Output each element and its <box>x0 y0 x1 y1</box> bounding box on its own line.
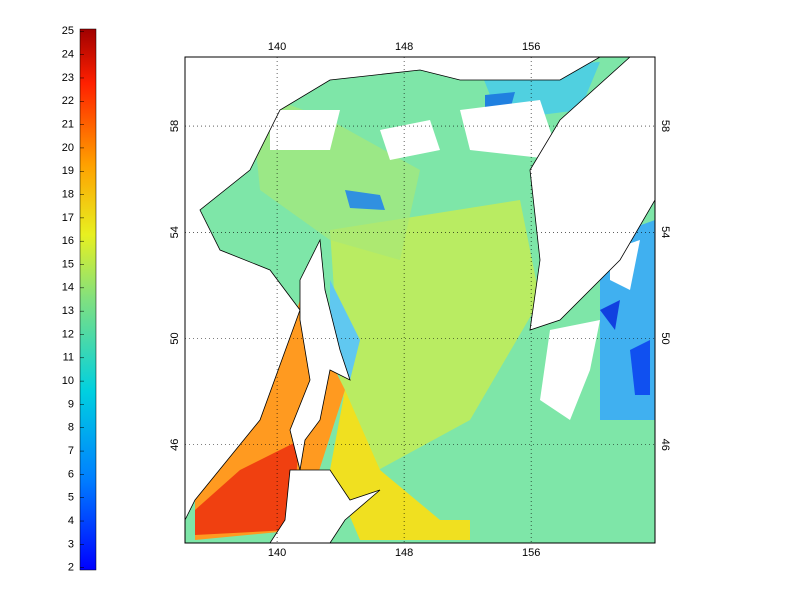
colorbar-label: 9 <box>68 398 74 410</box>
colorbar-label: 10 <box>62 375 74 387</box>
colorbar-label: 19 <box>62 165 74 177</box>
lat-label-left: 50 <box>169 332 181 344</box>
lon-label-top: 156 <box>522 41 540 53</box>
colorbar-label: 11 <box>63 352 74 364</box>
lon-label-bottom: 148 <box>395 547 413 559</box>
colorbar-label: 16 <box>62 235 74 247</box>
colorbar-label: 18 <box>62 188 74 200</box>
lon-label-bottom: 140 <box>268 547 286 559</box>
lat-label-left: 54 <box>169 226 181 238</box>
colorbar-label: 2 <box>68 562 74 574</box>
colorbar-label: 14 <box>62 282 74 294</box>
colorbar-label: 6 <box>68 468 74 480</box>
colorbar-label: 7 <box>68 445 74 457</box>
colorbar-label: 17 <box>62 212 74 224</box>
lat-label-left: 46 <box>169 439 181 451</box>
lat-label-right: 46 <box>659 439 671 451</box>
colorbar-label: 20 <box>62 142 74 154</box>
lat-label-right: 58 <box>659 120 671 132</box>
colorbar-label: 22 <box>62 95 74 107</box>
colorbar-label: 24 <box>62 49 74 61</box>
colorbar-label: 23 <box>62 72 74 84</box>
colorbar-label: 12 <box>62 328 74 340</box>
colorbar-label: 8 <box>68 422 74 434</box>
colorbar <box>79 28 97 571</box>
colorbar-label: 21 <box>62 119 74 131</box>
colorbar-label: 5 <box>68 492 74 504</box>
colorbar-label: 3 <box>68 538 74 550</box>
colorbar-label: 15 <box>62 258 74 270</box>
lon-label-bottom: 156 <box>522 547 540 559</box>
lat-label-left: 58 <box>169 120 181 132</box>
lat-label-right: 54 <box>659 226 671 238</box>
sst-field <box>185 57 655 543</box>
lon-label-top: 140 <box>268 41 286 53</box>
colorbar-label: 4 <box>68 515 74 527</box>
colorbar-label: 25 <box>62 25 74 37</box>
colorbar-label: 13 <box>62 305 74 317</box>
lon-label-top: 148 <box>395 41 413 53</box>
map-frame <box>184 56 656 544</box>
lat-label-right: 50 <box>659 332 671 344</box>
